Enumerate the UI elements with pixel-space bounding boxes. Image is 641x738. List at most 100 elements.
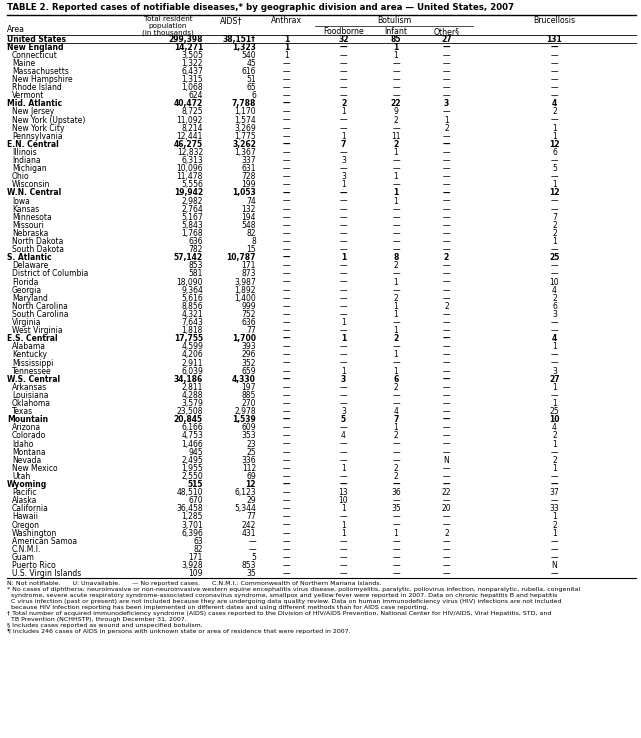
Text: —: — — [283, 496, 290, 506]
Text: —: — — [340, 116, 347, 125]
Text: —: — — [340, 213, 347, 221]
Text: —: — — [392, 75, 400, 84]
Text: 1: 1 — [552, 399, 557, 408]
Text: —: — — [283, 294, 290, 303]
Text: —: — — [551, 448, 558, 457]
Text: 3,987: 3,987 — [234, 277, 256, 286]
Text: 5,167: 5,167 — [181, 213, 203, 221]
Text: —: — — [443, 537, 451, 545]
Text: —: — — [443, 196, 451, 206]
Text: North Carolina: North Carolina — [12, 302, 68, 311]
Text: —: — — [443, 277, 451, 286]
Text: 2: 2 — [394, 116, 398, 125]
Text: 7,643: 7,643 — [181, 318, 203, 327]
Text: West Virginia: West Virginia — [12, 326, 63, 335]
Text: —: — — [443, 75, 451, 84]
Text: 2: 2 — [552, 294, 557, 303]
Text: Texas: Texas — [12, 407, 33, 416]
Text: —: — — [443, 391, 451, 400]
Text: 22: 22 — [391, 100, 401, 108]
Text: —: — — [340, 83, 347, 92]
Text: —: — — [443, 237, 451, 246]
Text: 1: 1 — [341, 180, 346, 190]
Text: —: — — [340, 537, 347, 545]
Text: 2: 2 — [394, 472, 398, 481]
Text: —: — — [283, 156, 290, 165]
Text: 1: 1 — [394, 196, 398, 206]
Text: —: — — [392, 359, 400, 368]
Text: AIDS†: AIDS† — [221, 16, 243, 25]
Text: 885: 885 — [242, 391, 256, 400]
Text: —: — — [443, 245, 451, 254]
Text: —: — — [443, 286, 451, 294]
Text: —: — — [392, 553, 400, 562]
Text: Anthrax: Anthrax — [271, 16, 302, 25]
Text: —: — — [443, 553, 451, 562]
Text: 45: 45 — [246, 59, 256, 68]
Text: —: — — [392, 342, 400, 351]
Text: —: — — [551, 196, 558, 206]
Text: U.S. Virgin Islands: U.S. Virgin Islands — [12, 569, 81, 578]
Text: 82: 82 — [194, 545, 203, 554]
Text: —: — — [443, 561, 451, 570]
Text: Rhode Island: Rhode Island — [12, 83, 62, 92]
Text: 1,466: 1,466 — [181, 440, 203, 449]
Text: 2,982: 2,982 — [181, 196, 203, 206]
Text: —: — — [283, 520, 290, 530]
Text: —: — — [283, 488, 290, 497]
Text: † Total number of acquired immunodeficiency syndrome (AIDS) cases reported to th: † Total number of acquired immunodeficie… — [7, 611, 551, 615]
Text: 7,788: 7,788 — [231, 100, 256, 108]
Text: 1,539: 1,539 — [232, 415, 256, 424]
Text: 1: 1 — [552, 512, 557, 522]
Text: Illinois: Illinois — [12, 148, 37, 157]
Text: —: — — [283, 318, 290, 327]
Text: 1: 1 — [552, 528, 557, 538]
Text: E.N. Central: E.N. Central — [7, 139, 59, 149]
Text: —: — — [283, 148, 290, 157]
Text: 77: 77 — [246, 326, 256, 335]
Text: —: — — [283, 456, 290, 465]
Text: 1: 1 — [394, 302, 398, 311]
Text: 540: 540 — [242, 51, 256, 60]
Text: 4,330: 4,330 — [232, 375, 256, 384]
Text: 1: 1 — [394, 172, 398, 182]
Text: —: — — [340, 512, 347, 522]
Text: —: — — [443, 83, 451, 92]
Text: Alaska: Alaska — [12, 496, 37, 506]
Text: —: — — [283, 537, 290, 545]
Text: 1,775: 1,775 — [234, 132, 256, 141]
Text: —: — — [392, 456, 400, 465]
Text: 4,288: 4,288 — [181, 391, 203, 400]
Text: 19,942: 19,942 — [174, 188, 203, 198]
Text: 3: 3 — [552, 367, 557, 376]
Text: 112: 112 — [242, 464, 256, 473]
Text: 5,344: 5,344 — [234, 504, 256, 514]
Text: —: — — [392, 83, 400, 92]
Text: 636: 636 — [242, 318, 256, 327]
Text: S. Atlantic: S. Atlantic — [7, 253, 52, 262]
Text: 1: 1 — [552, 180, 557, 190]
Text: 631: 631 — [242, 164, 256, 173]
Text: —: — — [551, 83, 558, 92]
Text: 4,599: 4,599 — [181, 342, 203, 351]
Text: —: — — [443, 172, 451, 182]
Text: District of Columbia: District of Columbia — [12, 269, 88, 278]
Text: 728: 728 — [242, 172, 256, 182]
Text: Arizona: Arizona — [12, 424, 41, 432]
Text: 2: 2 — [552, 456, 557, 465]
Text: Oklahoma: Oklahoma — [12, 399, 51, 408]
Text: 10: 10 — [338, 496, 348, 506]
Text: —: — — [340, 351, 347, 359]
Text: —: — — [551, 67, 558, 76]
Text: 34,186: 34,186 — [174, 375, 203, 384]
Text: —: — — [340, 148, 347, 157]
Text: —: — — [392, 124, 400, 133]
Text: 2,550: 2,550 — [181, 472, 203, 481]
Text: 2: 2 — [444, 528, 449, 538]
Text: New Hampshire: New Hampshire — [12, 75, 72, 84]
Text: —: — — [551, 245, 558, 254]
Text: —: — — [283, 100, 290, 108]
Text: 199: 199 — [242, 180, 256, 190]
Text: 14,271: 14,271 — [174, 43, 203, 52]
Text: 1: 1 — [284, 51, 289, 60]
